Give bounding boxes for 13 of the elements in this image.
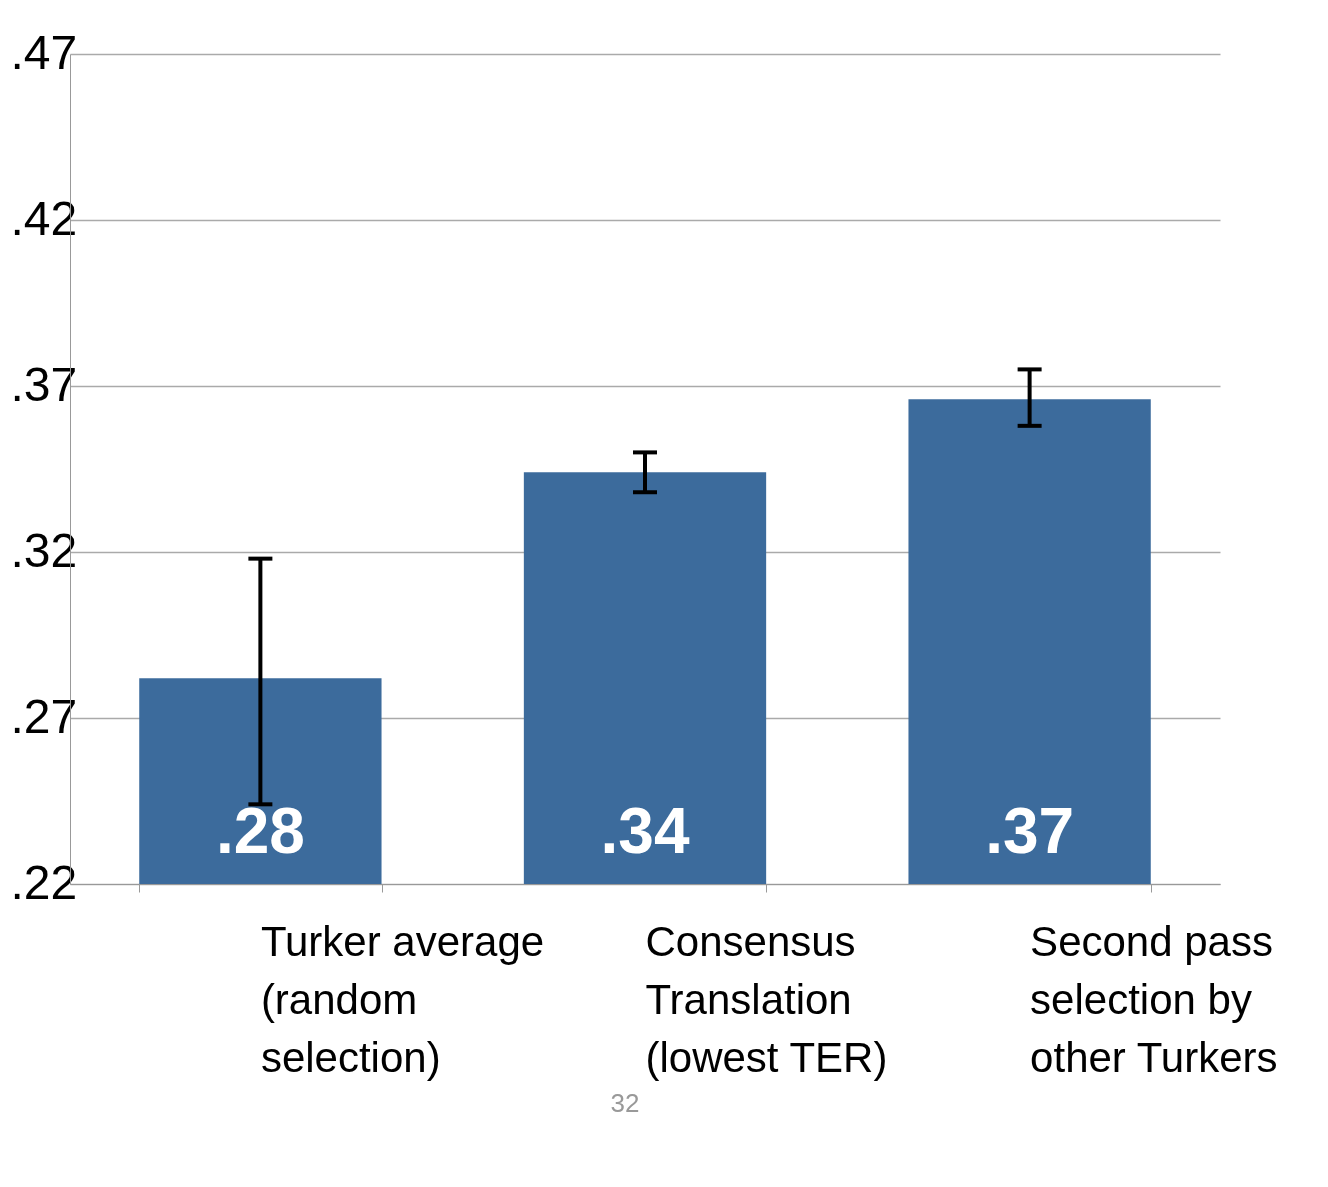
x-tick-label: Turker average (random selection): [260, 917, 545, 1081]
data-label: .37: [985, 795, 1075, 867]
data-label: .28: [215, 795, 305, 867]
y-tick-label: .37: [10, 357, 78, 411]
y-tick-label: .42: [10, 191, 78, 245]
y-tick-label: .27: [10, 689, 78, 743]
data-label: .34: [600, 795, 690, 867]
x-tick-label: Second pass selection by other Turkers: [1030, 917, 1278, 1081]
y-tick-label: .32: [10, 523, 78, 577]
y-tick-label: .47: [10, 25, 78, 79]
text: 32: [610, 1088, 640, 1118]
x-tick-label: Consensus Translation (lowest TER): [645, 917, 888, 1081]
y-tick-label: .22: [10, 855, 78, 909]
